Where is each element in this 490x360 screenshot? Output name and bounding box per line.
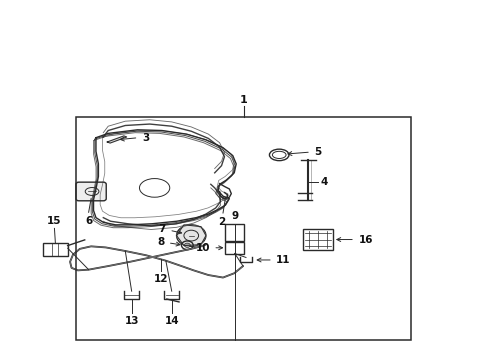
Polygon shape <box>107 136 127 143</box>
Text: 4: 4 <box>321 177 328 187</box>
Text: 13: 13 <box>124 316 139 326</box>
Polygon shape <box>176 225 206 246</box>
Text: 14: 14 <box>165 316 179 326</box>
Text: 15: 15 <box>47 216 62 226</box>
Text: 2: 2 <box>219 217 226 226</box>
Text: 6: 6 <box>85 216 92 226</box>
Text: 11: 11 <box>276 255 291 265</box>
Circle shape <box>184 243 190 247</box>
Text: 16: 16 <box>358 234 373 244</box>
Bar <box>76 117 411 339</box>
Text: 7: 7 <box>158 225 166 234</box>
Text: 1: 1 <box>240 95 247 105</box>
FancyBboxPatch shape <box>76 182 106 201</box>
Text: 8: 8 <box>157 237 164 247</box>
Text: 12: 12 <box>154 274 168 284</box>
Bar <box>303 229 333 250</box>
Text: 3: 3 <box>143 133 149 143</box>
Bar <box>225 224 244 241</box>
Bar <box>43 243 68 256</box>
Bar <box>225 242 244 253</box>
Text: 9: 9 <box>231 211 238 221</box>
Text: 5: 5 <box>315 147 321 157</box>
Text: 10: 10 <box>196 243 211 253</box>
